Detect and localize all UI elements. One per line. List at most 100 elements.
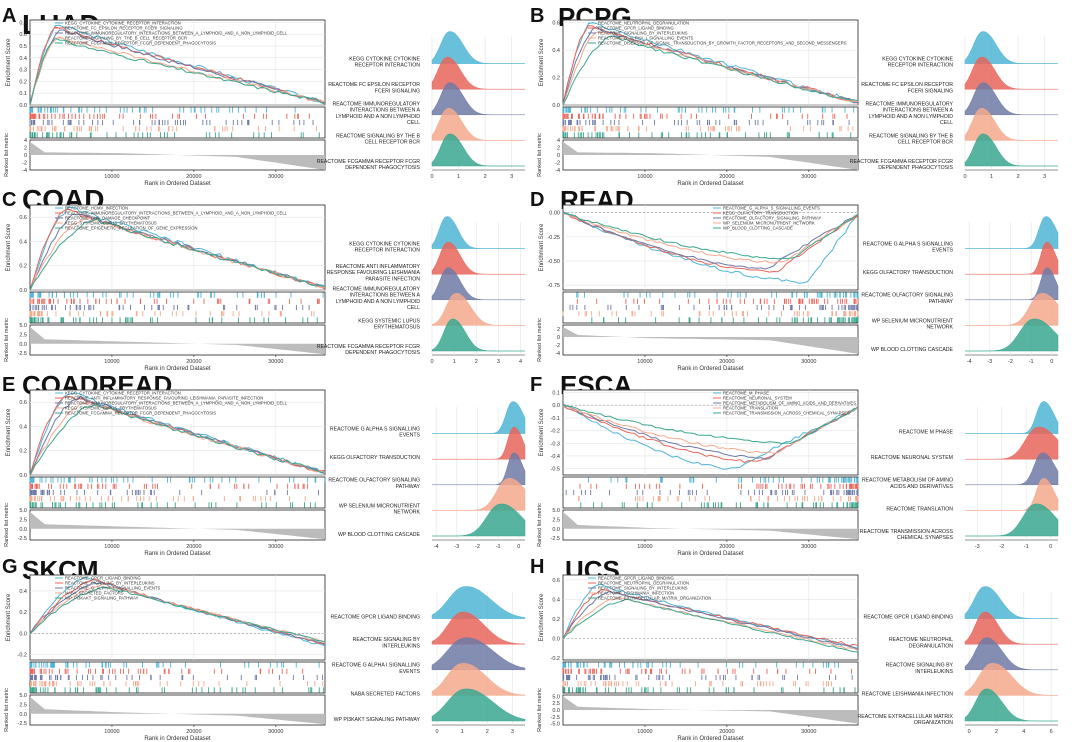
panel-letter: B: [530, 5, 544, 27]
ridge-density: [964, 611, 1058, 645]
es-tick-label: 0.1: [19, 91, 27, 97]
ridge-density: [965, 503, 1059, 537]
legend-label: REACTOME_GPCR_LIGAND_BINDING: [598, 26, 674, 31]
ridge-label: REACTOME FC EPSILON RECEPTOR FCERI SIGNAL…: [861, 82, 953, 94]
panel-letter: A: [2, 5, 16, 27]
ridge-density: [431, 293, 525, 326]
x-axis-label: Rank in Ordered Dataset: [144, 736, 211, 742]
metric-tick-label: 5.0: [19, 508, 27, 514]
es-curve-series: [562, 598, 859, 653]
ridge-tick-label: 3: [510, 174, 513, 180]
ridge-tick-label: 2: [486, 729, 489, 735]
metric-tick-label: -2: [555, 343, 560, 349]
metric-tick-label: -2.5: [551, 715, 560, 721]
legend-label: REACTOME_G_ALPHA_S_SIGNALLING_EVENTS: [723, 206, 820, 211]
es-tick-label: 0.2: [19, 610, 27, 616]
legend-label: REACTOME_SIGNALING_BY_INTERLEUKINS: [598, 586, 688, 591]
x-tick-label: 20000: [719, 359, 734, 365]
ridge-density: [965, 401, 1059, 434]
es-tick-label: -0.2: [551, 429, 560, 435]
x-tick-label: 10000: [637, 174, 652, 180]
ridge-tick-label: -1: [496, 544, 501, 550]
ridge-tick-label: 6: [1050, 729, 1053, 735]
es-tick-label: 0.4: [19, 239, 27, 245]
es-axis-label: Enrichment Score: [6, 38, 12, 86]
es-curve-series: [562, 35, 859, 106]
es-tick-label: 0.0: [552, 103, 560, 109]
ridge-tick-label: 1: [457, 174, 460, 180]
ridge-tick-label: 4: [1022, 729, 1025, 735]
ridge-tick-label: -3: [975, 544, 980, 550]
x-tick-label: 30000: [268, 729, 283, 735]
ridge-density: [965, 426, 1059, 460]
metric-frame: [562, 509, 859, 541]
es-tick-label: 0.5: [19, 44, 27, 50]
es-tick-label: 0.6: [552, 21, 560, 27]
ridge-density: [431, 31, 525, 64]
ridge-label: REACTOME OLFACTORY SIGNALING PATHWAY: [861, 293, 953, 305]
es-axis-label: Enrichment Score: [6, 408, 12, 456]
x-axis-label: Rank in Ordered Dataset: [144, 181, 211, 187]
metric-tick-label: 5.0: [552, 694, 560, 700]
es-curve-series: [562, 404, 859, 445]
ridge-label: REACTOME SIGNALING BY INTERLEUKINS: [353, 637, 421, 649]
ridge-density: [964, 688, 1058, 722]
metric-tick-label: -2.5: [551, 536, 560, 542]
es-curve-series: [29, 218, 326, 291]
ridge-label: WP SELENIUM MICRONUTRIENT NETWORK: [339, 503, 421, 515]
x-axis-label: Rank in Ordered Dataset: [677, 366, 744, 372]
ridge-label: KEGG SYSTEMIC LUPUS ERYTHEMATOSUS: [358, 318, 420, 330]
legend-label: REACTOME_EPIGENETIC_REGULATION_OF_GENE_E…: [65, 226, 197, 231]
ranked-metric-area: [30, 511, 325, 540]
metric-tick-label: 5.0: [552, 508, 560, 514]
x-tick-label: 20000: [186, 174, 201, 180]
ridge-label: REACTOME G ALPHA S SIGNALLING EVENTS: [330, 427, 421, 439]
x-tick-label: 10000: [104, 174, 119, 180]
ridge-label: REACTOME FCGAMMA RECEPTOR FCGR DEPENDENT …: [317, 344, 421, 356]
x-axis-label: Rank in Ordered Dataset: [677, 551, 744, 557]
ridge-label: REACTOME NEURONAL SYSTEM: [871, 455, 953, 461]
ridge-tick-label: -1: [1029, 359, 1034, 365]
es-axis-label: Enrichment Score: [6, 223, 12, 271]
x-tick-label: 10000: [104, 729, 119, 735]
es-curve-series: [29, 29, 326, 104]
x-tick-label: 10000: [104, 544, 119, 550]
ridge-density: [965, 293, 1059, 326]
es-tick-label: 0.0: [19, 631, 27, 637]
panel-letter: E: [2, 374, 15, 396]
legend-label: REACTOME_EXTRACELLULAR_MATRIX_ORGANIZATI…: [598, 596, 711, 601]
metric-tick-label: 0.0: [19, 342, 27, 348]
ridge-density: [432, 401, 526, 434]
ridge-label: REACTOME LEISHMANIA INFECTION: [862, 691, 954, 697]
ridge-label: REACTOME M PHASE: [899, 430, 954, 436]
ridge-label: REACTOME ANTI INFLAMMATORY RESPONSE FAVOU…: [327, 264, 421, 282]
es-tick-label: 0.4: [19, 56, 27, 62]
ridge-density: [431, 586, 526, 619]
metric-tick-label: -2.5: [18, 536, 27, 542]
x-tick-label: 30000: [268, 359, 283, 365]
x-tick-label: 30000: [801, 544, 816, 550]
ridge-tick-label: 2: [484, 174, 487, 180]
es-curve-series: [562, 583, 859, 649]
ridge-tick-label: 0: [430, 174, 433, 180]
legend-label: REACTOME_NEUTROPHIL_DEGRANULATION: [598, 21, 689, 26]
metric-tick-label: 2: [557, 327, 560, 333]
legend-label: KEGG_OLFACTORY_TRANSDUCTION: [723, 211, 798, 216]
x-tick-label: 20000: [719, 729, 734, 735]
ridge-tick-label: 4: [519, 359, 522, 365]
metric-tick-label: 2.5: [19, 517, 27, 523]
metric-tick-label: 5.0: [19, 693, 27, 699]
metric-axis-label: Ranked list metric: [537, 133, 543, 177]
ridge-tick-label: -1: [1024, 544, 1029, 550]
es-tick-label: 0.2: [552, 617, 560, 623]
metric-axis-label: Ranked list metric: [537, 503, 543, 547]
ridge-density: [432, 426, 526, 460]
ridge-density: [431, 663, 526, 696]
ridge-label: KEGG CYTOKINE CYTOKINE RECEPTOR INTERACTI…: [349, 242, 420, 254]
metric-tick-label: 2.5: [19, 702, 27, 708]
legend-label: REACTOME_FCGAMMA_RECEPTOR_FCGR_DEPENDENT…: [65, 411, 216, 416]
es-tick-label: 0.4: [552, 597, 560, 603]
es-curve-series: [29, 404, 326, 476]
